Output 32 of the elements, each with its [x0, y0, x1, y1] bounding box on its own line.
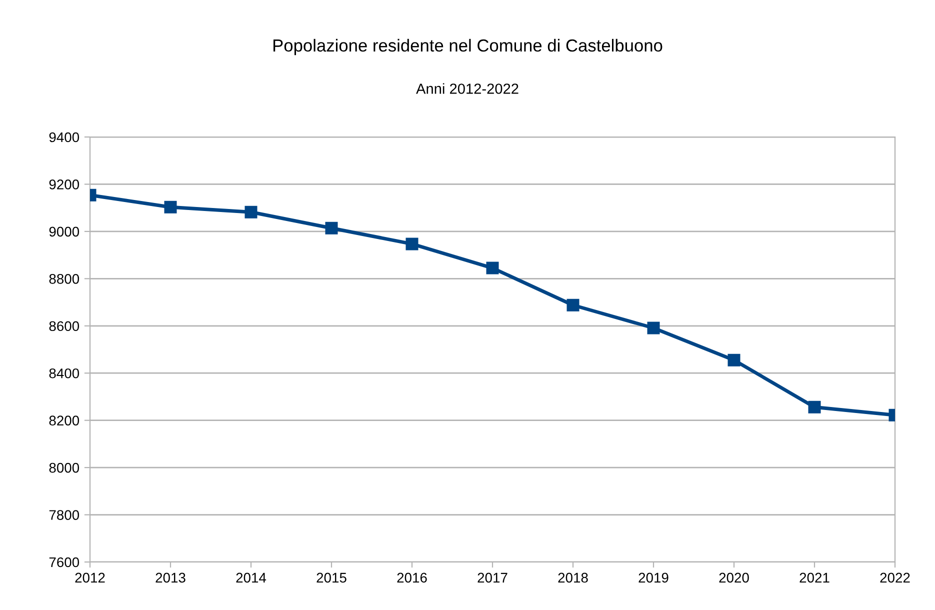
x-tick-label: 2014	[236, 572, 266, 583]
x-tick-label: 2021	[800, 572, 830, 583]
y-tick-label: 8000	[49, 462, 80, 473]
point	[244, 206, 258, 218]
y-tick-label: 7800	[49, 510, 80, 520]
point	[728, 354, 740, 366]
point	[325, 222, 338, 234]
point	[164, 200, 177, 214]
point	[406, 238, 418, 250]
y-tick-label: 7600	[49, 557, 80, 568]
x-tick-label: 2013	[156, 572, 186, 583]
y-tick-label: 8600	[49, 321, 80, 332]
x-tick-label: 2017	[478, 572, 508, 583]
x-tick-label: 2022	[880, 572, 910, 583]
x-tick-label: 2015	[316, 572, 346, 583]
y-tick-label: 8400	[49, 368, 80, 378]
y-tick-label: 8200	[49, 416, 80, 426]
chart-title: Popolazione residente nel Comune di Castelbuono	[273, 38, 662, 56]
point	[647, 322, 660, 334]
point	[486, 262, 499, 274]
x-tick-label: 2016	[397, 572, 427, 583]
y-tick-label: 8800	[49, 274, 80, 284]
x-tick-label: 2018	[558, 572, 588, 583]
chart-subtitle: Anni 2012-2022	[416, 83, 518, 94]
x-tick-label: 2020	[719, 572, 749, 583]
y-tick-label: 9400	[49, 132, 80, 142]
y-tick-label: 9000	[49, 226, 80, 237]
x-tick-label: 2019	[638, 572, 668, 583]
point	[566, 298, 580, 312]
point	[808, 400, 821, 414]
x-tick-label: 2012	[75, 572, 105, 583]
y-tick-label: 9200	[49, 180, 80, 190]
